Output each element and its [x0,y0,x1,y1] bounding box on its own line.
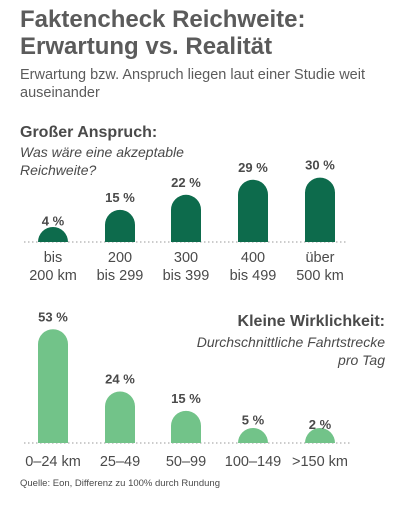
source-note: Quelle: Eon, Differenz zu 100% durch Run… [20,478,220,489]
chart1-bar [38,227,68,242]
chart1-value-label: 15 % [105,190,135,205]
page-title: Faktencheck Reichweite: Erwartung vs. Re… [20,6,306,60]
chart2-subtitle: Durchschnittliche Fahrtstrecke pro Tag [196,334,385,368]
chart1-bar [171,194,201,242]
chart2-category-label: 50–99 [166,454,206,470]
chart1-category-label: 200 bis 299 [97,250,144,284]
chart2-bar [305,428,335,443]
chart1-value-label: 4 % [42,213,65,228]
chart2-bar [38,329,68,443]
chart1-value-label: 30 % [305,158,335,173]
chart1-bar [238,179,268,242]
chart1-bar [105,209,135,242]
chart2-title: Kleine Wirklichkeit: [237,313,385,330]
chart2-category-label: 100–149 [225,454,281,470]
chart2-category-label: >150 km [292,454,348,470]
chart2-bar [105,391,135,443]
chart1-category-label: über 500 km [296,250,344,284]
chart2-bar [171,410,201,443]
chart1-category-label: 400 bis 499 [230,250,277,284]
chart2-category-label: 0–24 km [25,454,81,470]
chart1-value-label: 22 % [171,175,201,190]
chart2-value-label: 15 % [171,391,201,406]
chart2-value-label: 2 % [309,417,332,432]
chart2-bar [238,428,268,443]
chart2-category-label: 25–49 [100,454,140,470]
chart2-value-label: 53 % [38,309,68,324]
chart2-value-label: 24 % [105,372,135,387]
chart1-category-label: 300 bis 399 [163,250,210,284]
chart1-bar [305,177,335,242]
chart1-title: Großer Anspruch: [20,124,158,141]
chart1-value-label: 29 % [238,160,268,175]
chart1-category-label: bis 200 km [29,250,77,284]
chart1-subtitle: Was wäre eine akzeptable Reichweite? [20,144,184,178]
page-subtitle: Erwartung bzw. Anspruch liegen laut eine… [20,67,365,101]
chart2-value-label: 5 % [242,412,265,427]
